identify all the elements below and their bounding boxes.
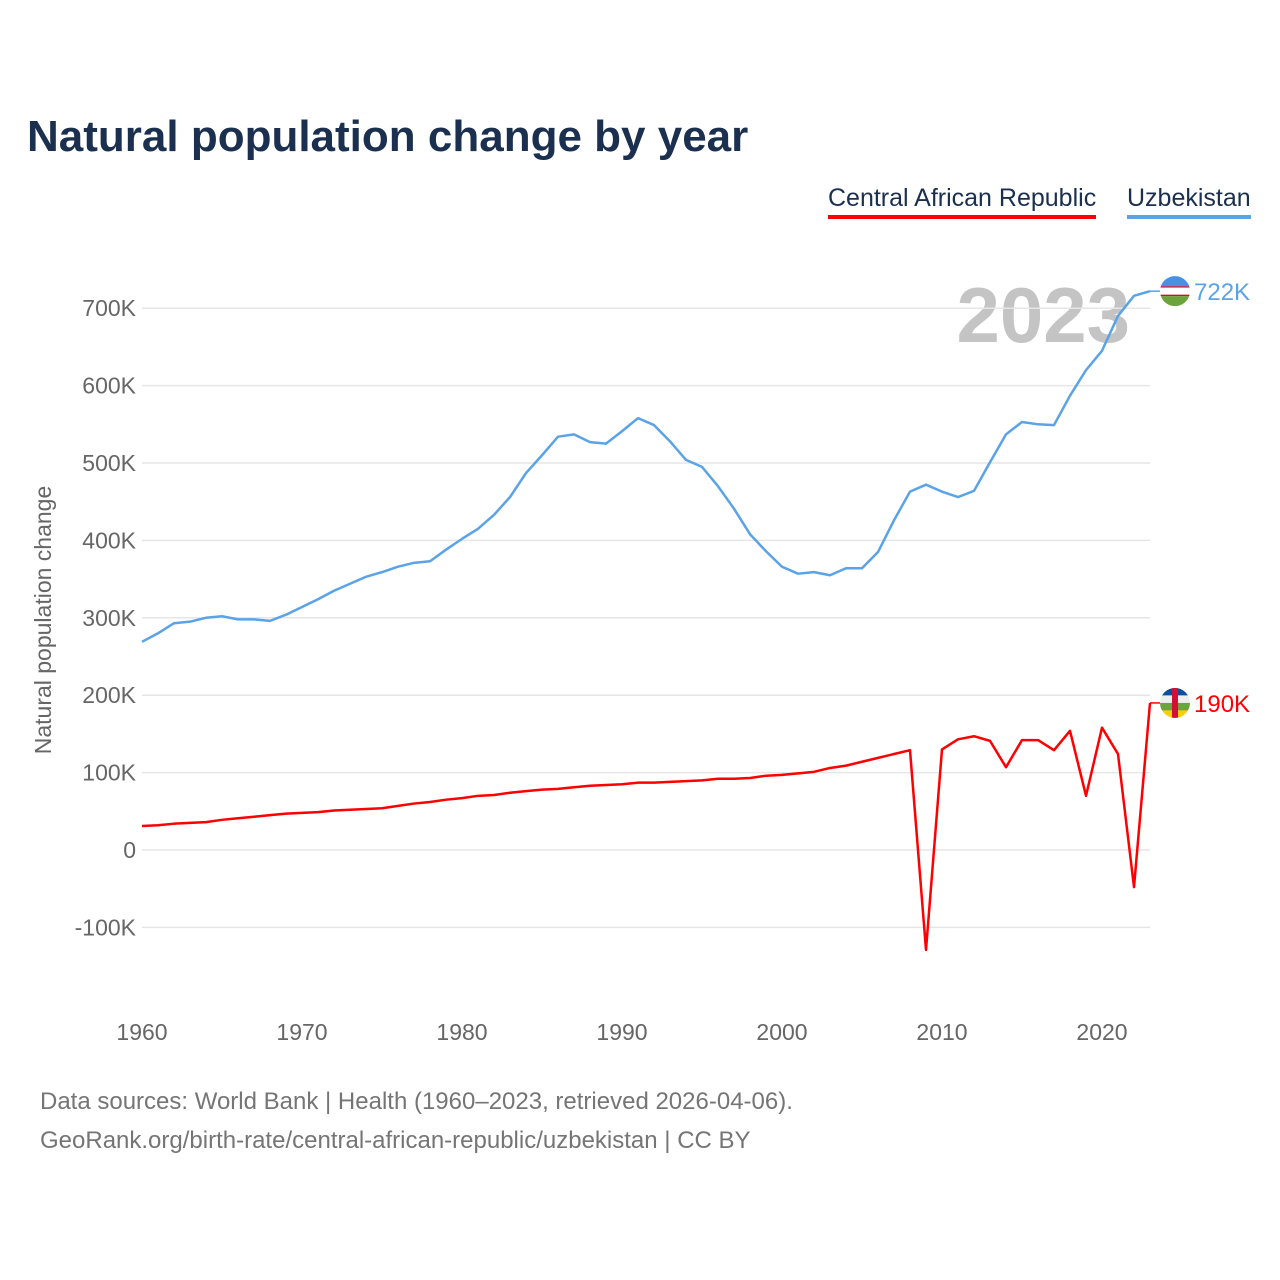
end-value-label: 722K	[1194, 279, 1250, 306]
y-tick-label: 100K	[82, 760, 136, 786]
legend-central-african-republic[interactable]: Central African Republic	[828, 184, 1097, 219]
y-tick-label: -100K	[75, 914, 137, 940]
x-tick-label: 2010	[916, 1019, 967, 1045]
x-tick-label: 1990	[596, 1019, 647, 1045]
footer-link[interactable]: GeoRank.org/birth-rate/central-african-r…	[40, 1127, 751, 1154]
y-tick-label: 500K	[82, 450, 136, 476]
x-tick-label: 1960	[116, 1019, 167, 1045]
end-value-label: 190K	[1194, 691, 1250, 718]
y-axis-label: Natural population change	[30, 486, 56, 755]
legend-uzbekistan[interactable]: Uzbekistan	[1127, 184, 1251, 219]
x-tick-label: 2020	[1076, 1019, 1127, 1045]
y-tick-label: 300K	[82, 605, 136, 631]
y-tick-label: 600K	[82, 373, 136, 399]
x-tick-label: 2000	[756, 1019, 807, 1045]
series-line-central-african-republic	[141, 702, 1152, 952]
chart-title: Natural population change by year	[27, 112, 749, 161]
x-tick-label: 1980	[436, 1019, 487, 1045]
uzbekistan-flag-icon	[1160, 276, 1190, 307]
y-tick-label: 700K	[82, 295, 136, 321]
x-tick-label: 1970	[276, 1019, 327, 1045]
y-tick-label: 400K	[82, 527, 136, 553]
y-tick-label: 200K	[82, 682, 136, 708]
year-watermark: 2023	[956, 271, 1130, 359]
y-tick-label: 0	[123, 837, 136, 863]
footer-sources: Data sources: World Bank | Health (1960–…	[40, 1088, 793, 1115]
series-line-uzbekistan	[141, 289, 1151, 643]
central-african-republic-flag-icon	[1160, 687, 1190, 718]
